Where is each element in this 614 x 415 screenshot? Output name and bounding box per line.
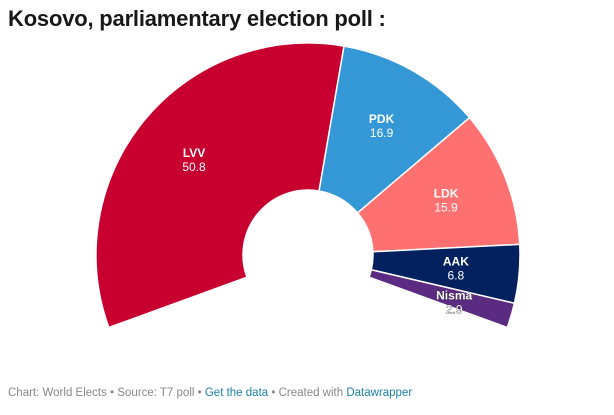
slice-category-label: LVV <box>183 146 205 160</box>
slice-value-label: 6.8 <box>448 268 465 282</box>
slice-value-label: 50.8 <box>182 160 206 174</box>
footer-created-prefix: Created with <box>278 387 347 399</box>
footer-chart-by: World Elects <box>42 387 107 399</box>
slice-category-label: Nisma <box>436 289 472 303</box>
footer-source-prefix: Source: <box>117 387 160 399</box>
footer-separator: • <box>106 387 118 399</box>
slice-pdk <box>318 45 471 214</box>
slice-value-label: 16.9 <box>370 126 394 140</box>
slice-lvv <box>95 42 345 329</box>
chart-footer: Chart: World Elects • Source: T7 poll • … <box>8 387 412 399</box>
get-the-data-link[interactable]: Get the data <box>204 387 269 399</box>
slice-nisma <box>368 268 516 329</box>
slice-category-label: AAK <box>443 254 469 268</box>
footer-separator: • <box>194 387 205 399</box>
chart-title: Kosovo, parliamentary election poll : <box>8 6 386 31</box>
datawrapper-link[interactable]: Datawrapper <box>346 387 413 399</box>
slice-ldk <box>356 116 521 253</box>
slice-category-label: LDK <box>434 186 459 200</box>
footer-separator: • <box>268 387 279 399</box>
slice-value-label: 2.9 <box>446 303 463 317</box>
footer-source: T7 poll <box>159 387 195 399</box>
footer-chart-prefix: Chart: <box>8 387 43 399</box>
slice-category-label: PDK <box>369 112 395 126</box>
slice-value-label: 15.9 <box>434 200 458 214</box>
